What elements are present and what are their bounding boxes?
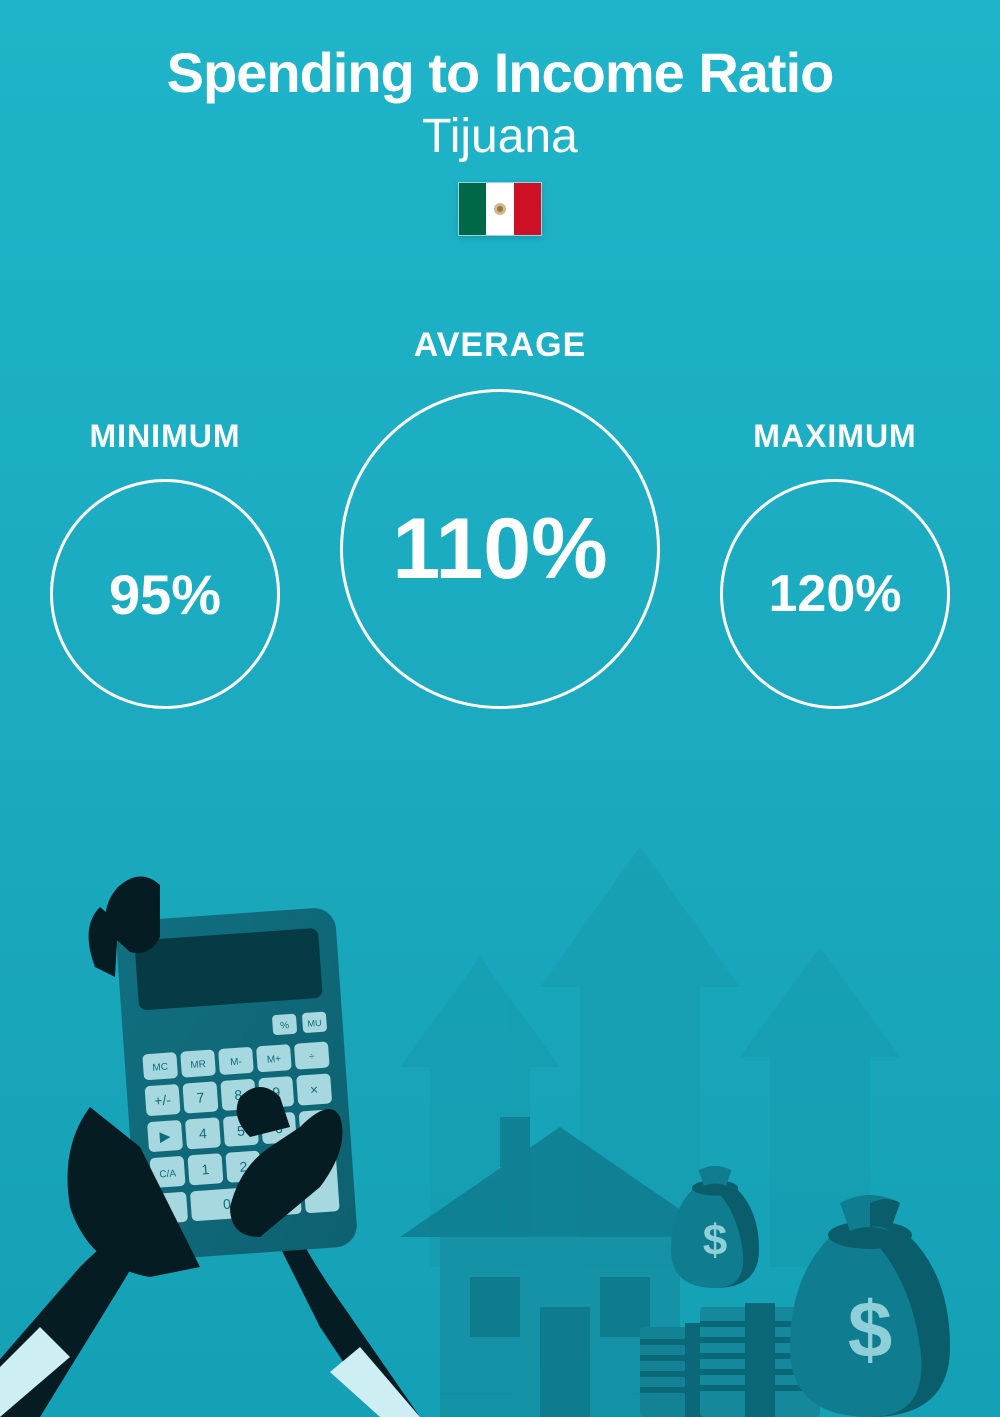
page-subtitle: Tijuana xyxy=(0,109,1000,164)
metric-average-value: 110% xyxy=(392,500,607,599)
metric-average-label: AVERAGE xyxy=(340,326,660,365)
header: Spending to Income Ratio Tijuana xyxy=(0,0,1000,236)
flag-stripe-white xyxy=(486,183,513,235)
metrics-row: MINIMUM 95% AVERAGE 110% MAXIMUM 120% xyxy=(0,326,1000,709)
page-title: Spending to Income Ratio xyxy=(0,40,1000,105)
metric-average-circle: 110% xyxy=(340,389,660,709)
metric-maximum-label: MAXIMUM xyxy=(720,418,950,455)
metric-average: AVERAGE 110% xyxy=(340,326,660,709)
flag-stripe-green xyxy=(459,183,486,235)
metric-minimum-value: 95% xyxy=(109,562,221,627)
flag-emblem-icon xyxy=(490,199,510,219)
flag-stripe-red xyxy=(514,183,541,235)
mexico-flag-icon xyxy=(458,182,542,236)
metric-minimum: MINIMUM 95% xyxy=(50,418,280,709)
metric-maximum-value: 120% xyxy=(769,564,902,624)
metric-maximum: MAXIMUM 120% xyxy=(720,418,950,709)
metric-minimum-label: MINIMUM xyxy=(50,418,280,455)
metric-maximum-circle: 120% xyxy=(720,479,950,709)
metric-minimum-circle: 95% xyxy=(50,479,280,709)
